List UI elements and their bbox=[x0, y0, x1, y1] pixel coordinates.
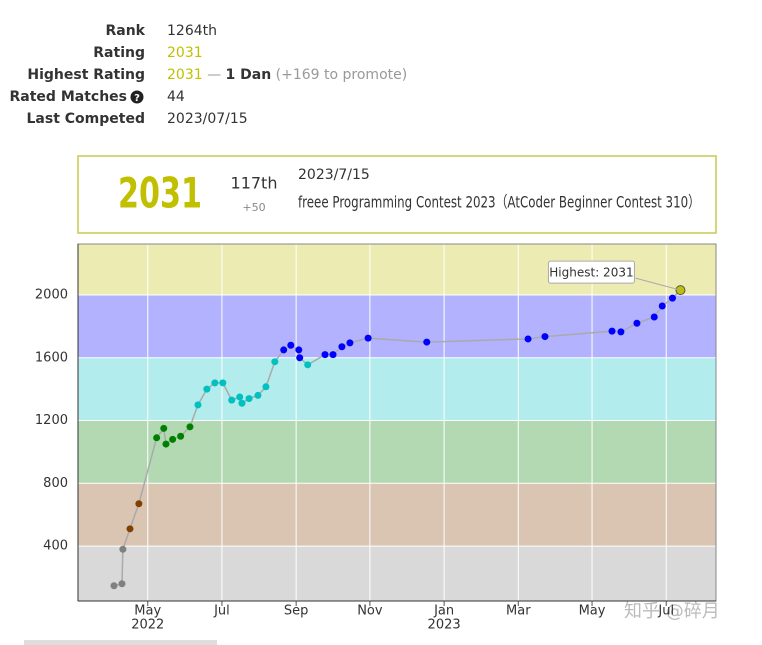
value: 44 bbox=[167, 89, 185, 105]
y-tick-label: 800 bbox=[43, 476, 68, 491]
rating-point bbox=[135, 500, 143, 508]
help-icon-mark: ? bbox=[134, 93, 140, 104]
rating-point bbox=[271, 358, 279, 366]
rating-point bbox=[228, 396, 236, 404]
rating-point bbox=[153, 434, 161, 442]
rating-point bbox=[119, 545, 127, 553]
rating-point bbox=[236, 393, 244, 401]
rating-point bbox=[262, 383, 270, 391]
rating-point bbox=[169, 435, 177, 443]
x-tick-label: Jul bbox=[657, 604, 674, 619]
annotation-leader bbox=[635, 277, 681, 291]
rating-point bbox=[186, 423, 194, 431]
rating-point bbox=[668, 294, 676, 302]
row-value: 2031 bbox=[167, 45, 203, 61]
x-tick-label: Jul bbox=[213, 604, 230, 619]
rating-point bbox=[304, 361, 312, 369]
y-tick-label: 1600 bbox=[35, 350, 68, 365]
x-tick-year: 2022 bbox=[131, 618, 164, 633]
rating-point bbox=[177, 432, 185, 440]
rating-point bbox=[524, 335, 532, 343]
rating-point bbox=[126, 525, 134, 533]
watermark: 知乎 @碎月 bbox=[624, 601, 720, 622]
status-box bbox=[77, 155, 717, 234]
rating-point bbox=[423, 338, 431, 346]
row-value: 2023/07/15 bbox=[167, 111, 248, 127]
x-tick-year: 2023 bbox=[428, 618, 461, 633]
row-label: Rank bbox=[105, 23, 145, 39]
rating-point bbox=[254, 391, 262, 399]
rating-point bbox=[238, 399, 246, 407]
x-tick-label: Jan bbox=[433, 604, 454, 619]
rating-point bbox=[160, 424, 168, 432]
rating-point bbox=[633, 319, 641, 327]
status-rating: 2031 bbox=[118, 169, 202, 218]
rating-point bbox=[219, 379, 227, 387]
value: 2023/07/15 bbox=[167, 111, 248, 127]
rating-point bbox=[118, 580, 126, 588]
rating-band bbox=[78, 295, 716, 358]
rating-point bbox=[617, 328, 625, 336]
rating-point bbox=[162, 440, 170, 448]
value: 1264th bbox=[167, 23, 217, 39]
row-label: Rating bbox=[93, 45, 145, 61]
dash: — bbox=[207, 67, 221, 83]
rating-point bbox=[203, 385, 211, 393]
y-tick-label: 1200 bbox=[35, 413, 68, 428]
x-tick-label: Sep bbox=[284, 604, 309, 619]
x-tick-label: Nov bbox=[357, 604, 383, 619]
annotation: Highest: 2031 bbox=[549, 266, 633, 280]
status-contest: freee Programming Contest 2023（AtCoder B… bbox=[298, 193, 700, 212]
rating-point bbox=[321, 351, 329, 359]
rating-point bbox=[296, 354, 304, 362]
highest-value: 2031 bbox=[167, 67, 203, 83]
y-tick-label: 400 bbox=[43, 539, 68, 554]
row-label: Last Competed bbox=[27, 111, 145, 127]
x-tick-label: May bbox=[579, 604, 606, 619]
rating-point bbox=[650, 313, 658, 321]
rating-point bbox=[211, 379, 219, 387]
row-value: 1264th bbox=[167, 23, 217, 39]
plot bbox=[78, 244, 716, 601]
rating-point bbox=[110, 582, 118, 590]
status-place: 117th bbox=[231, 174, 278, 193]
rating-band bbox=[78, 357, 716, 421]
x-tick-label: Mar bbox=[506, 604, 531, 619]
promote-note: (+169 to promote) bbox=[276, 67, 408, 83]
status-diff: +50 bbox=[242, 201, 265, 214]
rating-point bbox=[287, 341, 295, 349]
row-label: Highest Rating bbox=[27, 67, 145, 83]
help-icon bbox=[130, 90, 144, 104]
rating-point bbox=[295, 346, 303, 354]
value: 2031 bbox=[167, 45, 203, 61]
rating-band bbox=[78, 420, 716, 484]
y-tick-label: 2000 bbox=[35, 288, 68, 303]
rating-point bbox=[608, 327, 616, 335]
rating-point bbox=[194, 401, 202, 409]
row-label: Rated Matches bbox=[10, 89, 127, 105]
rating-point bbox=[280, 346, 288, 354]
rating-point bbox=[541, 333, 549, 341]
dan: 1 Dan bbox=[226, 67, 272, 83]
rating-point bbox=[658, 302, 666, 310]
rating-point bbox=[364, 334, 372, 342]
rating-point bbox=[245, 395, 253, 403]
rating-point bbox=[338, 343, 346, 351]
annotation-box bbox=[547, 260, 635, 284]
row-value: 44 bbox=[167, 89, 185, 105]
status-date: 2023/7/15 bbox=[298, 167, 370, 183]
row-value: 2031 — 1 Dan (+169 to promote) bbox=[167, 67, 407, 83]
tab-bar bbox=[24, 640, 217, 645]
x-tick-label: May bbox=[134, 604, 161, 619]
rating-point bbox=[346, 339, 354, 347]
rating-point bbox=[329, 351, 337, 359]
rating-band bbox=[78, 483, 716, 547]
rating-band bbox=[78, 546, 716, 601]
